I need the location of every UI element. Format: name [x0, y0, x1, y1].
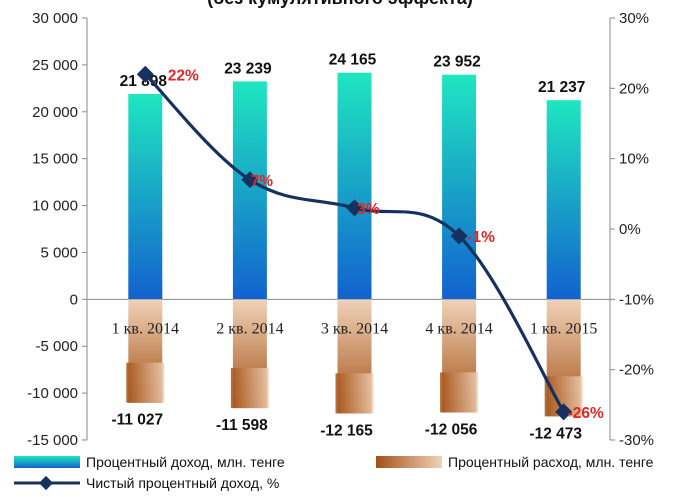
- right-tick-label: -10%: [619, 291, 654, 308]
- income-value-label: 23 239: [224, 60, 272, 77]
- net-income-label: -26%: [568, 405, 604, 422]
- bars: [126, 72, 583, 417]
- legend: Процентный доход, млн. тенге Процентный р…: [14, 454, 654, 491]
- left-tick-label: 20 000: [32, 104, 78, 121]
- net-income-marker: [241, 171, 259, 189]
- left-tick-label: 30 000: [32, 10, 78, 27]
- legend-swatch-income: [14, 456, 80, 468]
- expense-bar-cap: [440, 372, 479, 413]
- expense-bar-cap: [126, 362, 165, 403]
- left-tick-label: 5 000: [40, 244, 78, 261]
- expense-value-label: -12 165: [320, 422, 373, 439]
- net-income-marker: [555, 403, 573, 421]
- expense-value-label: -11 027: [111, 412, 163, 429]
- category-label: 1 кв. 2014: [112, 320, 179, 337]
- right-tick-label: 20%: [619, 80, 649, 97]
- right-tick-label: 0%: [619, 221, 641, 238]
- expense-value-label: -11 598: [216, 417, 268, 434]
- net-income-marker: [136, 65, 154, 83]
- income-bar: [337, 72, 372, 300]
- left-tick-label: 10 000: [32, 198, 78, 215]
- left-tick-label: -15 000: [27, 432, 78, 449]
- expense-value-label: -12 056: [425, 421, 478, 438]
- chart-title: (без кумулятивного эффекта): [207, 0, 473, 8]
- category-label: 2 кв. 2014: [216, 320, 283, 337]
- line-series: 22% 7% 3% -1% -26%: [136, 65, 604, 422]
- net-income-label: 7%: [251, 173, 274, 190]
- legend-label-income: Процентный доход, млн. тенге: [86, 454, 285, 470]
- category-label: 4 кв. 2014: [425, 320, 492, 337]
- left-tick-label: -5 000: [35, 338, 78, 355]
- category-label: 3 кв. 2014: [321, 320, 388, 337]
- right-tick-label: 10%: [619, 151, 649, 168]
- net-income-marker: [450, 227, 468, 245]
- right-tick-label: -30%: [619, 432, 654, 449]
- income-value-label: 21 237: [538, 79, 585, 96]
- expense-bar-cap: [335, 373, 374, 414]
- income-bar: [442, 74, 477, 300]
- income-bar: [232, 81, 267, 300]
- income-bar: [546, 100, 581, 300]
- net-income-marker: [346, 199, 363, 217]
- expense-value-label: -12 473: [529, 425, 582, 442]
- left-tick-label: 15 000: [32, 151, 78, 168]
- net-income-label: 22%: [168, 67, 199, 84]
- income-value-label: 23 952: [433, 54, 480, 71]
- legend-label-expense: Процентный расход, млн. тенге: [448, 454, 654, 470]
- legend-swatch-expense: [376, 456, 442, 468]
- left-tick-label: 0: [70, 291, 78, 308]
- income-bar: [128, 93, 163, 300]
- legend-marker-net: [38, 475, 54, 491]
- right-tick-label: -20%: [619, 362, 654, 379]
- net-income-label: 3%: [357, 201, 380, 218]
- labels: 1 кв. 2014 2 кв. 2014 3 кв. 2014 4 кв. 2014…: [111, 52, 597, 443]
- right-tick-label: 30%: [619, 10, 649, 27]
- net-income-label: -1%: [467, 229, 495, 246]
- category-label: 1 кв. 2015: [530, 320, 597, 337]
- axes: -15 000 -10 000 -5 000 0 5 000 10 000 15 000 20…: [27, 10, 654, 449]
- left-tick-label: -10 000: [27, 385, 78, 402]
- expense-bar-cap: [230, 368, 269, 409]
- legend-label-net: Чистый процентный доход, %: [86, 475, 279, 491]
- income-value-label: 24 165: [329, 52, 377, 69]
- left-tick-label: 25 000: [32, 57, 78, 74]
